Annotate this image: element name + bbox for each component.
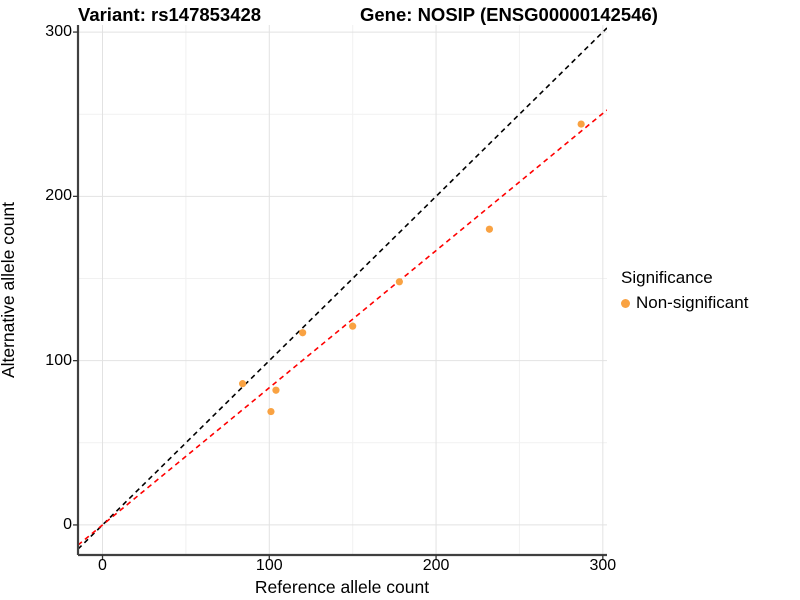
plot-title-variant: Variant: rs147853428 (78, 4, 262, 25)
x-tick-label: 300 (589, 557, 617, 574)
x-tick-label: 0 (98, 557, 107, 574)
legend-item-label: Non-significant (636, 293, 749, 312)
legend-item-non-significant: Non-significant (621, 293, 748, 313)
y-axis-title: Alternative allele count (0, 201, 18, 379)
x-tick-label: 200 (422, 557, 450, 574)
plot-title-gene: Gene: NOSIP (ENSG00000142546) (360, 4, 658, 25)
data-point (395, 278, 403, 286)
y-tick-label: 0 (63, 515, 72, 533)
data-point (299, 329, 307, 337)
x-axis-title: Reference allele count (254, 577, 430, 597)
data-point (272, 386, 280, 394)
y-tick-label: 100 (45, 351, 72, 369)
data-point (239, 380, 247, 388)
x-tick-label: 100 (255, 557, 283, 574)
data-point (267, 407, 275, 416)
data-point (577, 120, 585, 128)
legend-point-icon (621, 298, 630, 308)
legend-title: Significance (621, 268, 713, 287)
data-point (349, 322, 357, 330)
y-tick-label: 300 (45, 23, 72, 41)
y-tick-label: 200 (45, 187, 72, 205)
identity-line (78, 27, 607, 550)
legend: Significance Non-significant (621, 268, 748, 313)
data-point (485, 225, 494, 233)
fit-line (78, 109, 607, 546)
